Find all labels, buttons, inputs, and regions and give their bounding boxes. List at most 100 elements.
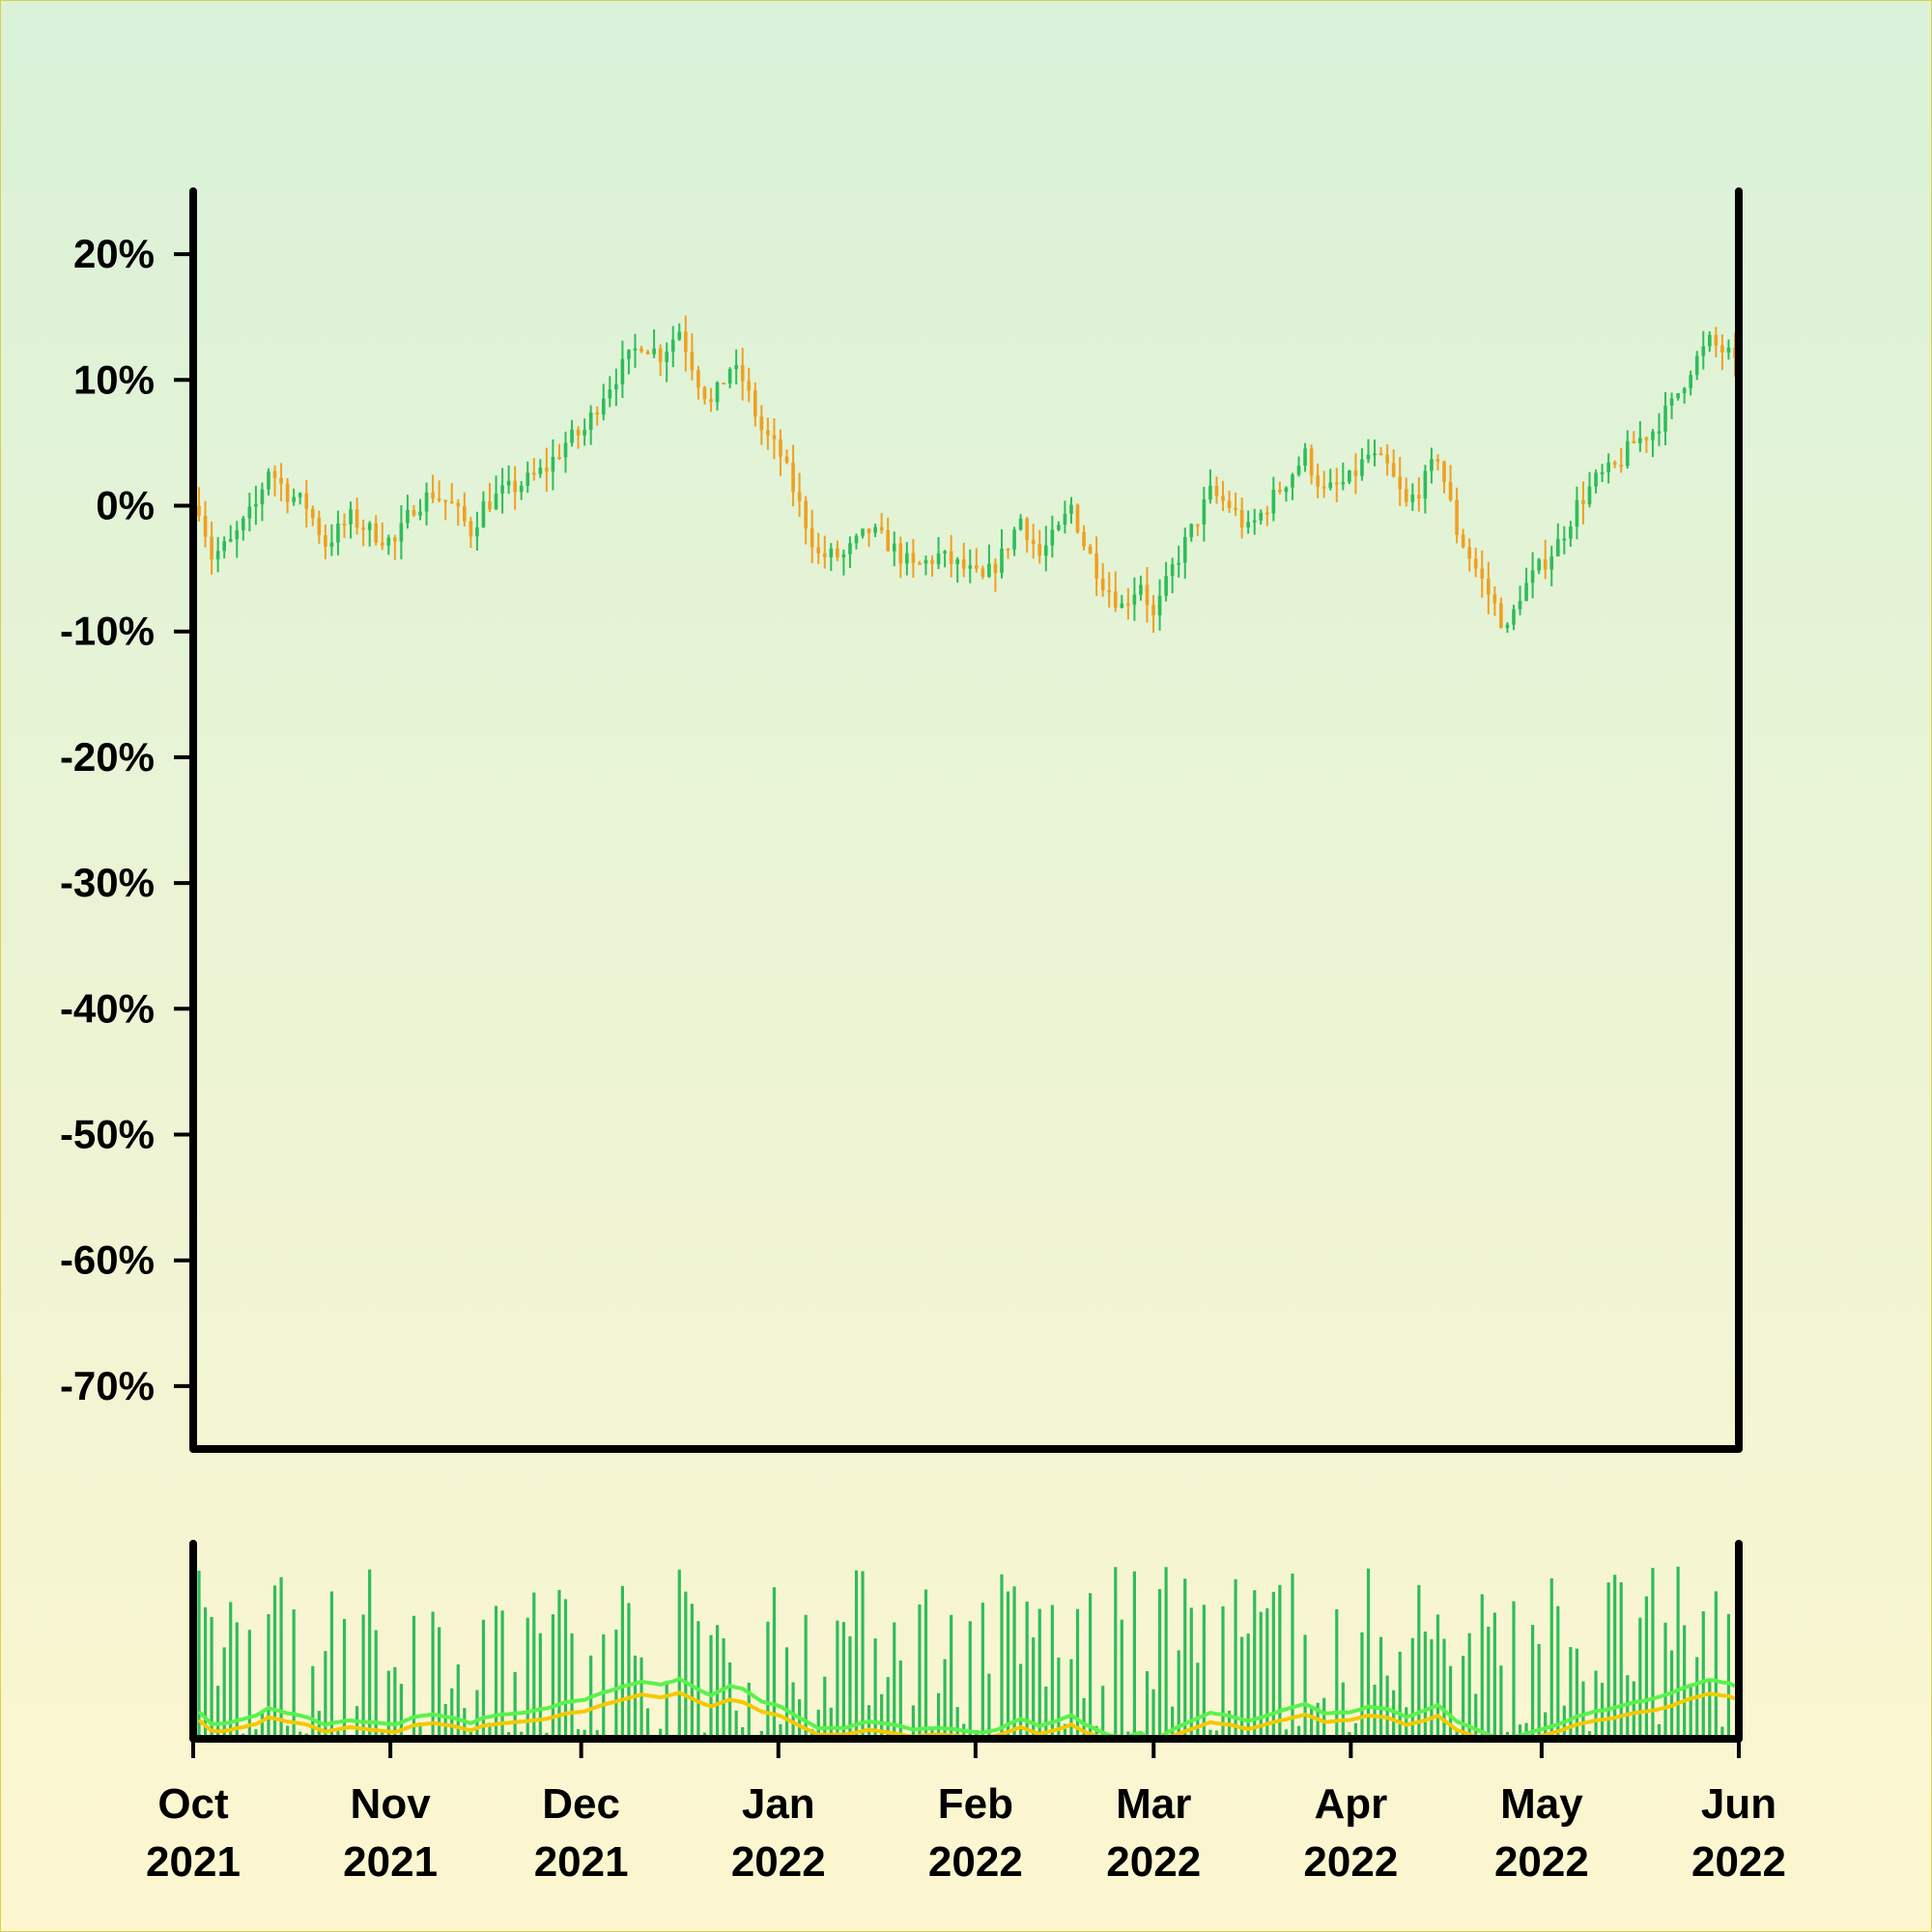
volume-bar xyxy=(734,1710,738,1739)
volume-bar xyxy=(247,1630,251,1739)
volume-bar xyxy=(639,1657,643,1739)
volume-bar xyxy=(1278,1584,1282,1739)
candle-body xyxy=(1139,584,1143,595)
candle-body xyxy=(1581,499,1585,504)
candle-body xyxy=(210,536,213,560)
volume-bar xyxy=(1657,1723,1662,1739)
volume-bar xyxy=(1676,1566,1680,1739)
candle-body xyxy=(469,521,473,537)
x-tick-label-year: 2021 xyxy=(343,1838,438,1886)
candle-body xyxy=(639,348,643,352)
candle-body xyxy=(1202,499,1207,525)
candle-body xyxy=(1170,564,1175,577)
candle-body xyxy=(1107,590,1112,593)
volume-bar xyxy=(614,1629,618,1739)
volume-bar xyxy=(210,1616,213,1739)
candle-body xyxy=(380,542,384,546)
volume-bar xyxy=(943,1659,947,1739)
candle-body xyxy=(836,548,839,557)
candle-body xyxy=(670,339,675,352)
volume-bar xyxy=(1360,1632,1364,1739)
candle-body xyxy=(1050,529,1055,546)
volume-bar xyxy=(513,1671,517,1739)
volume-bar xyxy=(880,1693,884,1739)
volume-bar xyxy=(361,1614,365,1739)
volume-bar xyxy=(645,1708,650,1739)
volume-bar xyxy=(260,1711,265,1739)
volume-bar xyxy=(1006,1591,1010,1739)
volume-bar xyxy=(1714,1591,1718,1739)
candle-body xyxy=(1492,594,1497,604)
candle-body xyxy=(1221,496,1225,501)
volume-bar xyxy=(766,1621,770,1739)
candle-body xyxy=(1518,601,1522,610)
volume-bar xyxy=(368,1569,372,1739)
candle-body xyxy=(1714,334,1719,346)
candle-body xyxy=(1537,559,1541,571)
volume-bar xyxy=(1101,1686,1105,1739)
volume-bar xyxy=(197,1571,201,1739)
volume-bar xyxy=(235,1622,239,1739)
volume-bar xyxy=(1291,1574,1294,1739)
volume-bar xyxy=(829,1707,833,1739)
candle-body xyxy=(1423,470,1428,499)
candle-body xyxy=(980,568,985,578)
volume-bar xyxy=(1689,1684,1692,1739)
candle-body xyxy=(1246,522,1250,527)
x-tick-label-month: Jan xyxy=(742,1780,815,1828)
candle-body xyxy=(709,399,713,403)
candle-body xyxy=(197,505,201,516)
candle-body xyxy=(727,369,732,384)
candle-body xyxy=(329,542,334,548)
candle-body xyxy=(545,468,549,472)
volume-bar xyxy=(690,1604,694,1739)
volume-bar xyxy=(481,1619,486,1739)
candle-body xyxy=(336,523,340,543)
volume-bar xyxy=(923,1589,928,1739)
volume-bar xyxy=(1240,1636,1244,1739)
volume-bar xyxy=(1480,1594,1484,1739)
candle-body xyxy=(1239,509,1244,527)
candle-body xyxy=(1480,568,1485,580)
candle-body xyxy=(324,535,327,548)
volume-bar xyxy=(1663,1622,1667,1739)
volume-bar xyxy=(1284,1729,1289,1739)
volume-bar xyxy=(374,1630,378,1739)
candle-body xyxy=(557,457,561,460)
candle-body xyxy=(235,529,240,540)
candle-body xyxy=(955,558,959,565)
volume-bar xyxy=(1683,1625,1687,1739)
candle-body xyxy=(292,497,296,502)
volume-bar xyxy=(1132,1571,1136,1739)
volume-bar xyxy=(1606,1582,1610,1739)
volume-bar xyxy=(848,1635,852,1739)
candle-body xyxy=(1562,538,1567,541)
candle-body xyxy=(551,457,555,472)
volume-bar xyxy=(469,1729,472,1739)
volume-bar xyxy=(741,1726,745,1739)
candle-body xyxy=(810,527,814,548)
y-tick-label: 10% xyxy=(73,356,155,402)
candles xyxy=(197,315,1737,634)
volume-bar xyxy=(980,1603,984,1739)
volume-bar xyxy=(659,1728,663,1739)
candle-body xyxy=(1043,545,1048,556)
candle-body xyxy=(1018,518,1023,530)
candle-body xyxy=(582,429,586,436)
candle-body xyxy=(1366,454,1371,460)
candle-body xyxy=(816,547,821,554)
volume-bar xyxy=(684,1591,688,1739)
volume-bar xyxy=(1487,1626,1491,1739)
volume-bar xyxy=(627,1603,631,1739)
volume-bar xyxy=(1442,1638,1446,1739)
x-tick-label-year: 2021 xyxy=(534,1838,629,1886)
candle-body xyxy=(797,492,802,501)
volume-bar xyxy=(1353,1722,1358,1739)
candle-body xyxy=(367,523,372,530)
candle-body xyxy=(443,499,447,502)
volume-bar xyxy=(1651,1568,1655,1739)
candle-body xyxy=(1120,603,1124,609)
candle-body xyxy=(393,537,397,542)
volume-bar xyxy=(1019,1663,1023,1739)
